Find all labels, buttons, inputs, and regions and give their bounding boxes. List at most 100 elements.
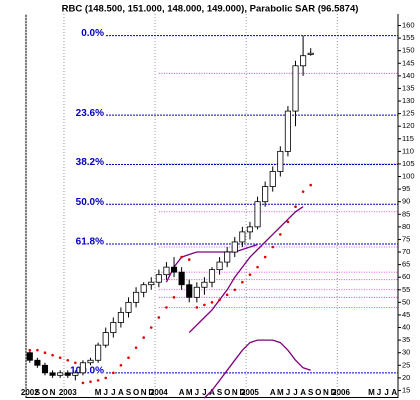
x-tick-label: A — [391, 388, 397, 397]
y-tick-label: 100 — [402, 172, 415, 181]
x-tick-label: O — [133, 388, 139, 397]
candle-body — [170, 266, 178, 273]
x-tick-label: 2005 — [241, 388, 259, 397]
x-tick-label: D — [148, 388, 154, 397]
sar-dot — [301, 190, 305, 193]
x-tick-label: A — [209, 388, 215, 397]
sar-dot — [187, 258, 191, 261]
x-tick-label: S — [308, 388, 314, 397]
x-tick-label: S — [217, 388, 223, 397]
fib-label: 100.0% — [70, 365, 104, 376]
x-tick-label: M — [95, 388, 102, 397]
candle-body — [26, 352, 33, 361]
sar-dot — [119, 363, 123, 367]
sar-dot — [248, 273, 252, 276]
candle-body — [231, 241, 238, 253]
sar-dot — [203, 303, 206, 307]
x-tick-label: N — [141, 388, 147, 397]
candle-body — [140, 284, 147, 293]
sar-dot — [218, 298, 221, 302]
sar-dot — [89, 380, 92, 383]
x-tick-label: J — [202, 388, 206, 397]
candle-body — [79, 362, 86, 374]
sar-dot — [104, 376, 108, 380]
y-tick-label: 80 — [402, 222, 410, 231]
candle-body — [110, 322, 117, 333]
candle-body — [95, 344, 102, 361]
sar-dot — [180, 255, 183, 259]
y-tick-label: 145 — [402, 58, 415, 67]
x-tick-label: J — [103, 388, 107, 397]
x-tick-label: N — [323, 388, 329, 397]
x-tick-label: J — [384, 388, 388, 397]
candle-body — [201, 281, 208, 288]
sar-dot — [286, 220, 290, 224]
sar-dot — [165, 306, 168, 309]
candle-body — [178, 271, 185, 286]
indicator-line — [203, 339, 311, 399]
y-tick-label: 60 — [402, 272, 410, 281]
sar-dot — [195, 306, 199, 309]
y-tick-label: 150 — [402, 46, 415, 55]
sar-dot — [127, 356, 130, 360]
sar-dot — [157, 316, 161, 319]
candle-body — [292, 65, 299, 112]
x-tick-label: A — [300, 388, 306, 397]
y-tick-label: 140 — [402, 71, 415, 80]
fib-label: 50.0% — [76, 197, 104, 208]
x-tick-label: S — [126, 388, 132, 397]
y-tick-label: 55 — [402, 285, 410, 294]
y-tick-label: 70 — [402, 247, 410, 256]
sar-dot — [233, 288, 237, 292]
x-tick-label: S — [35, 388, 41, 397]
y-tick-label: 110 — [402, 146, 414, 155]
sar-dot — [134, 346, 138, 349]
candle-body — [208, 269, 216, 283]
y-tick-label: 160 — [402, 21, 415, 30]
candle-body — [41, 364, 49, 374]
candle-body — [307, 52, 314, 55]
candle-body — [72, 372, 79, 376]
y-tick-label: 130 — [402, 96, 415, 105]
candle-body — [193, 286, 200, 298]
x-tick-label: J — [286, 388, 290, 397]
candle-body — [125, 301, 132, 313]
sar-dot — [263, 255, 267, 259]
sar-dot — [51, 353, 54, 357]
chart-title: RBC (148.500, 151.000, 148.000, 149.000)… — [62, 4, 359, 15]
candle-body — [49, 372, 56, 376]
candle-body — [148, 281, 155, 286]
candle-body — [117, 312, 124, 323]
sar-dot — [81, 381, 85, 385]
y-tick-label: 75 — [402, 234, 410, 243]
candle-body — [216, 261, 223, 271]
y-tick-label: 20 — [402, 373, 410, 382]
x-tick-label: A — [179, 388, 185, 397]
sar-dot — [256, 265, 259, 269]
sar-dot — [279, 233, 282, 236]
y-tick-label: 155 — [402, 33, 415, 42]
x-tick-label: O — [42, 388, 48, 397]
y-tick-label: 30 — [402, 348, 410, 357]
sar-dot — [142, 336, 145, 339]
candle-body — [64, 372, 71, 376]
x-tick-label: O — [315, 388, 321, 397]
candle-body — [186, 284, 193, 298]
candle-body — [34, 359, 41, 366]
y-tick-label: 65 — [402, 260, 410, 269]
candle-body — [155, 274, 162, 283]
sar-dot — [36, 348, 39, 352]
y-tick-label: 45 — [402, 310, 410, 319]
y-tick-label: 85 — [402, 209, 410, 218]
y-tick-label: 135 — [402, 83, 415, 92]
y-tick-label: 115 — [402, 134, 414, 143]
x-tick-label: N — [232, 388, 238, 397]
x-tick-label: D — [331, 388, 337, 397]
y-tick-label: 105 — [402, 159, 415, 168]
x-tick-label: J — [293, 388, 297, 397]
y-tick-label: 50 — [402, 297, 410, 306]
fib-label: 23.6% — [76, 108, 104, 119]
x-tick-label: A — [118, 388, 124, 397]
